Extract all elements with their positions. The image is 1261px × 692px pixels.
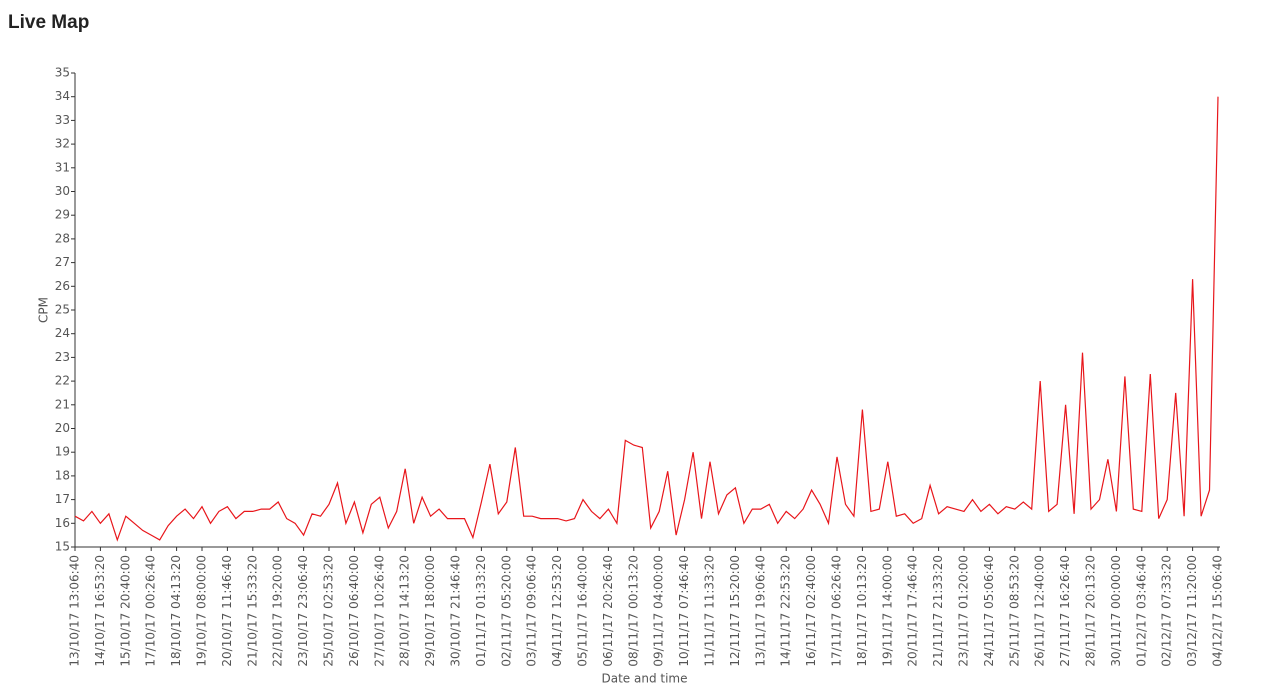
x-tick-label: 13/10/17 13:06:40 — [68, 555, 82, 667]
x-tick-label: 26/10/17 06:40:00 — [347, 555, 361, 667]
x-tick-label: 19/10/17 08:00:00 — [195, 555, 209, 667]
y-tick-label: 19 — [55, 445, 70, 459]
x-tick-label: 10/11/17 07:46:40 — [677, 555, 691, 667]
x-tick-label: 11/11/17 11:33:20 — [703, 555, 717, 667]
y-tick-label: 18 — [55, 468, 70, 482]
x-axis-label: Date and time — [602, 672, 688, 686]
x-tick-label: 28/10/17 14:13:20 — [398, 555, 412, 667]
x-tick-label: 21/11/17 21:33:20 — [931, 555, 945, 667]
y-tick-label: 30 — [55, 184, 70, 198]
x-tick-label: 22/10/17 19:20:00 — [271, 555, 285, 667]
x-tick-label: 14/10/17 16:53:20 — [93, 555, 107, 667]
x-tick-label: 30/11/17 00:00:00 — [1109, 555, 1123, 667]
x-tick-label: 28/11/17 20:13:20 — [1084, 555, 1098, 667]
y-tick-label: 24 — [55, 326, 70, 340]
x-tick-label: 02/11/17 05:20:00 — [499, 555, 513, 667]
y-tick-label: 32 — [55, 137, 70, 151]
y-tick-label: 21 — [55, 397, 70, 411]
x-tick-label: 15/10/17 20:40:00 — [118, 555, 132, 667]
y-tick-label: 31 — [55, 160, 70, 174]
y-tick-label: 28 — [55, 231, 70, 245]
x-tick-label: 05/11/17 16:40:00 — [576, 555, 590, 667]
x-tick-label: 18/10/17 04:13:20 — [169, 555, 183, 667]
x-tick-label: 20/10/17 11:46:40 — [220, 555, 234, 667]
x-tick-label: 26/11/17 12:40:00 — [1033, 555, 1047, 667]
y-tick-label: 20 — [55, 421, 70, 435]
x-tick-label: 01/11/17 01:33:20 — [474, 555, 488, 667]
x-tick-label: 09/11/17 04:00:00 — [652, 555, 666, 667]
x-tick-label: 02/12/17 07:33:20 — [1160, 555, 1174, 667]
y-tick-label: 16 — [55, 516, 70, 530]
x-tick-label: 25/10/17 02:53:20 — [322, 555, 336, 667]
y-tick-label: 25 — [55, 303, 70, 317]
y-tick-label: 33 — [55, 113, 70, 127]
x-tick-label: 18/11/17 10:13:20 — [855, 555, 869, 667]
x-tick-label: 27/11/17 16:26:40 — [1058, 555, 1072, 667]
y-tick-label: 22 — [55, 374, 70, 388]
x-tick-label: 27/10/17 10:26:40 — [372, 555, 386, 667]
y-tick-label: 23 — [55, 350, 70, 364]
x-tick-label: 04/11/17 12:53:20 — [550, 555, 564, 667]
x-tick-label: 17/10/17 00:26:40 — [144, 555, 158, 667]
x-tick-label: 21/10/17 15:33:20 — [245, 555, 259, 667]
x-tick-label: 04/12/17 15:06:40 — [1211, 555, 1225, 667]
x-tick-label: 06/11/17 20:26:40 — [601, 555, 615, 667]
x-tick-label: 03/11/17 09:06:40 — [525, 555, 539, 667]
y-tick-label: 27 — [55, 255, 70, 269]
page-title: Live Map — [8, 12, 90, 33]
x-tick-label: 29/10/17 18:00:00 — [423, 555, 437, 667]
x-tick-label: 03/12/17 11:20:00 — [1185, 555, 1199, 667]
x-tick-label: 01/12/17 03:46:40 — [1134, 555, 1148, 667]
y-tick-label: 26 — [55, 279, 70, 293]
y-tick-label: 35 — [55, 66, 70, 80]
x-tick-label: 16/11/17 02:40:00 — [804, 555, 818, 667]
x-tick-label: 23/10/17 23:06:40 — [296, 555, 310, 667]
x-tick-label: 19/11/17 14:00:00 — [880, 555, 894, 667]
x-tick-label: 25/11/17 08:53:20 — [1007, 555, 1021, 667]
x-tick-label: 24/11/17 05:06:40 — [982, 555, 996, 667]
y-tick-label: 15 — [55, 540, 70, 554]
x-tick-label: 23/11/17 01:20:00 — [957, 555, 971, 667]
x-tick-label: 17/11/17 06:26:40 — [830, 555, 844, 667]
x-tick-label: 30/10/17 21:46:40 — [449, 555, 463, 667]
x-tick-label: 12/11/17 15:20:00 — [728, 555, 742, 667]
x-tick-label: 08/11/17 00:13:20 — [626, 555, 640, 667]
x-tick-label: 20/11/17 17:46:40 — [906, 555, 920, 667]
x-tick-label: 14/11/17 22:53:20 — [779, 555, 793, 667]
y-tick-label: 34 — [55, 89, 70, 103]
y-axis-label: CPM — [37, 297, 51, 323]
y-tick-label: 29 — [55, 208, 70, 222]
y-tick-label: 17 — [55, 492, 70, 506]
x-tick-label: 13/11/17 19:06:40 — [753, 555, 767, 667]
data-line — [74, 96, 1219, 542]
